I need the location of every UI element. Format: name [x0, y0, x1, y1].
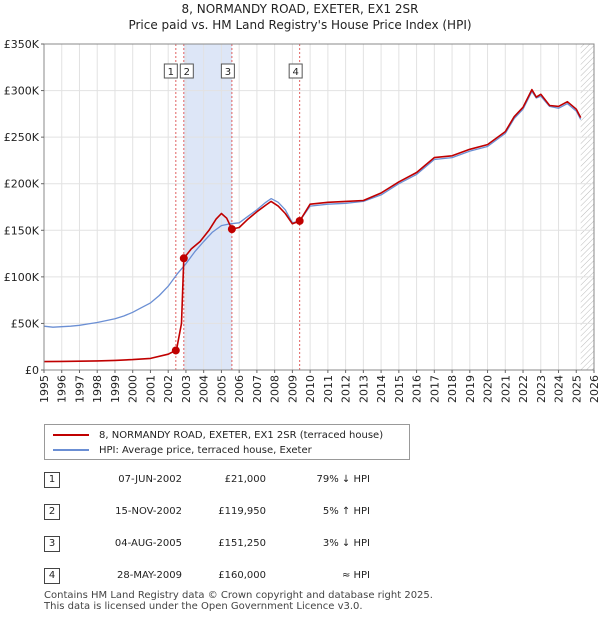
- legend-hpi-label: HPI: Average price, terraced house, Exet…: [99, 444, 312, 456]
- x-tick-label: 1997: [73, 375, 86, 403]
- transaction-number-badge: 4: [44, 568, 60, 584]
- transaction-number-badge: 2: [44, 504, 60, 520]
- sale-point: [171, 346, 180, 355]
- x-tick-label: 2025: [570, 375, 583, 403]
- projection-hatch: [580, 44, 594, 370]
- x-tick-label: 2022: [517, 375, 530, 403]
- transaction-marker-box: [288, 63, 303, 79]
- y-tick-label: £150K: [4, 224, 40, 237]
- transaction-marker-box: [220, 63, 235, 79]
- y-tick-label: £100K: [4, 271, 40, 284]
- x-tick-label: 2020: [482, 375, 495, 403]
- x-tick-label: 2019: [464, 375, 477, 403]
- transaction-marker-box: [179, 63, 194, 79]
- x-tick-label: 2001: [144, 375, 157, 403]
- transaction-hpi-comparison: 79% ↓ HPI: [316, 474, 370, 485]
- x-tick-label: 2023: [535, 375, 548, 403]
- chart-title: 8, NORMANDY ROAD, EXETER, EX1 2SR: [181, 2, 419, 16]
- x-tick-label: 2006: [233, 375, 246, 403]
- sale-point: [227, 225, 236, 234]
- transaction-price: £21,000: [224, 474, 266, 485]
- x-tick-label: 2005: [215, 375, 228, 403]
- y-tick-label: £300K: [4, 85, 40, 98]
- x-tick-label: 2018: [446, 375, 459, 403]
- legend-entry-property: 8, NORMANDY ROAD, EXETER, EX1 2SR (terra…: [53, 428, 383, 442]
- x-tick-label: 2021: [499, 375, 512, 403]
- legend-entry-hpi: HPI: Average price, terraced house, Exet…: [53, 443, 312, 457]
- transaction-price: £119,950: [218, 506, 266, 517]
- footer-licence: This data is licensed under the Open Gov…: [44, 601, 363, 612]
- x-tick-label: 2013: [357, 375, 370, 403]
- x-tick-label: 2026: [588, 375, 600, 403]
- x-tick-label: 1999: [109, 375, 122, 403]
- footer-copyright: Contains HM Land Registry data © Crown c…: [44, 590, 433, 601]
- sale-point: [179, 254, 188, 263]
- shaded-period: [183, 44, 232, 370]
- transaction-marker-label: 2: [184, 67, 190, 78]
- y-tick-label: £350K: [4, 38, 40, 51]
- x-tick-label: 2015: [393, 375, 406, 403]
- x-tick-label: 2002: [162, 375, 175, 403]
- y-tick-label: £250K: [4, 131, 40, 144]
- x-tick-label: 2004: [198, 375, 211, 403]
- x-tick-label: 2009: [286, 375, 299, 403]
- y-tick-label: £200K: [4, 178, 40, 191]
- hpi-line: [43, 90, 582, 328]
- transaction-number-badge: 1: [44, 472, 60, 488]
- transaction-hpi-comparison: 5% ↑ HPI: [322, 506, 370, 517]
- transaction-price: £151,250: [218, 538, 266, 549]
- x-tick-label: 2007: [251, 375, 264, 403]
- transaction-row: 1 07-JUN-2002 £21,000 79% ↓ HPI: [44, 472, 404, 488]
- x-tick-label: 1995: [38, 375, 51, 403]
- legend-property-line: [53, 434, 89, 436]
- x-tick-label: 2010: [304, 375, 317, 403]
- plot-area: [44, 44, 594, 370]
- price-chart: 1 2 3 4 £0 £50K £100K £150K £200K £250K £300K £350K…: [4, 38, 600, 403]
- transaction-price: £160,000: [218, 570, 266, 581]
- transaction-date: 15-NOV-2002: [115, 506, 182, 517]
- x-tick-label: 2014: [375, 375, 388, 403]
- transaction-marker-label: 4: [292, 67, 298, 78]
- transaction-row: 3 04-AUG-2005 £151,250 3% ↓ HPI: [44, 536, 404, 552]
- transaction-row: 2 15-NOV-2002 £119,950 5% ↑ HPI: [44, 504, 404, 520]
- x-tick-label: 2011: [322, 375, 335, 403]
- x-tick-label: 2008: [269, 375, 282, 403]
- legend-property-label: 8, NORMANDY ROAD, EXETER, EX1 2SR (terra…: [99, 429, 384, 441]
- sale-point: [295, 216, 304, 225]
- transaction-marker-label: 3: [225, 67, 231, 78]
- chart-legend: 8, NORMANDY ROAD, EXETER, EX1 2SR (terra…: [44, 424, 410, 460]
- transaction-date: 07-JUN-2002: [118, 474, 182, 485]
- plot-frame: [43, 43, 595, 371]
- transaction-date: 28-MAY-2009: [116, 570, 182, 581]
- x-tick-label: 2003: [180, 375, 193, 403]
- x-tick-label: 2017: [428, 375, 441, 403]
- x-tick-label: 2016: [411, 375, 424, 403]
- footer: Contains HM Land Registry data © Crown c…: [44, 590, 433, 612]
- transaction-marker-box: [163, 63, 178, 79]
- transaction-row: 4 28-MAY-2009 £160,000 ≈ HPI: [44, 568, 404, 584]
- transaction-hpi-comparison: ≈ HPI: [341, 570, 370, 581]
- transaction-number-badge: 3: [44, 536, 60, 552]
- y-tick-label: £0: [25, 364, 39, 377]
- x-tick-label: 2012: [340, 375, 353, 403]
- x-tick-label: 1998: [91, 375, 104, 403]
- y-tick-label: £50K: [11, 317, 40, 330]
- chart-subtitle: Price paid vs. HM Land Registry's House …: [128, 18, 472, 32]
- x-tick-label: 2000: [127, 375, 140, 403]
- transaction-date: 04-AUG-2005: [114, 538, 182, 549]
- transaction-marker-label: 1: [168, 67, 174, 78]
- legend-hpi-line: [53, 449, 89, 451]
- transaction-hpi-comparison: 3% ↓ HPI: [322, 538, 370, 549]
- x-tick-label: 2024: [553, 375, 566, 403]
- x-tick-label: 1996: [56, 375, 69, 403]
